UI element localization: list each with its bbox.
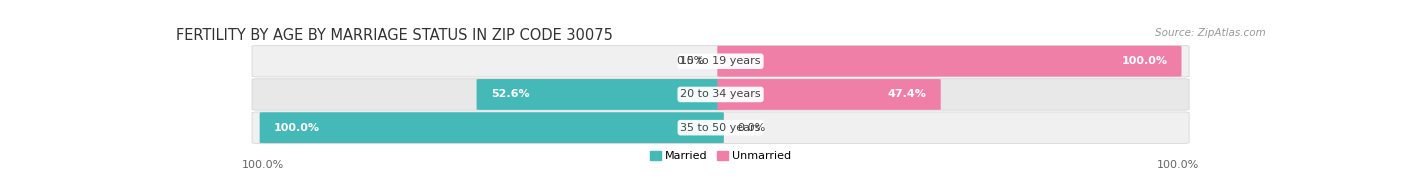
FancyBboxPatch shape xyxy=(717,79,941,110)
Text: Source: ZipAtlas.com: Source: ZipAtlas.com xyxy=(1154,28,1265,38)
Text: 100.0%: 100.0% xyxy=(1122,56,1167,66)
Text: 100.0%: 100.0% xyxy=(274,123,319,133)
FancyBboxPatch shape xyxy=(717,46,1181,77)
Text: 100.0%: 100.0% xyxy=(1157,160,1199,170)
Legend: Married, Unmarried: Married, Unmarried xyxy=(645,147,796,166)
Text: 35 to 50 years: 35 to 50 years xyxy=(681,123,761,133)
Text: 15 to 19 years: 15 to 19 years xyxy=(681,56,761,66)
Text: 52.6%: 52.6% xyxy=(491,89,530,99)
Text: 100.0%: 100.0% xyxy=(242,160,284,170)
FancyBboxPatch shape xyxy=(252,45,1189,77)
Text: 47.4%: 47.4% xyxy=(887,89,927,99)
FancyBboxPatch shape xyxy=(252,112,1189,143)
Text: 0.0%: 0.0% xyxy=(676,56,704,66)
Text: 20 to 34 years: 20 to 34 years xyxy=(681,89,761,99)
Text: 0.0%: 0.0% xyxy=(737,123,765,133)
Text: FERTILITY BY AGE BY MARRIAGE STATUS IN ZIP CODE 30075: FERTILITY BY AGE BY MARRIAGE STATUS IN Z… xyxy=(176,28,613,43)
FancyBboxPatch shape xyxy=(252,79,1189,110)
FancyBboxPatch shape xyxy=(260,112,724,143)
FancyBboxPatch shape xyxy=(477,79,724,110)
